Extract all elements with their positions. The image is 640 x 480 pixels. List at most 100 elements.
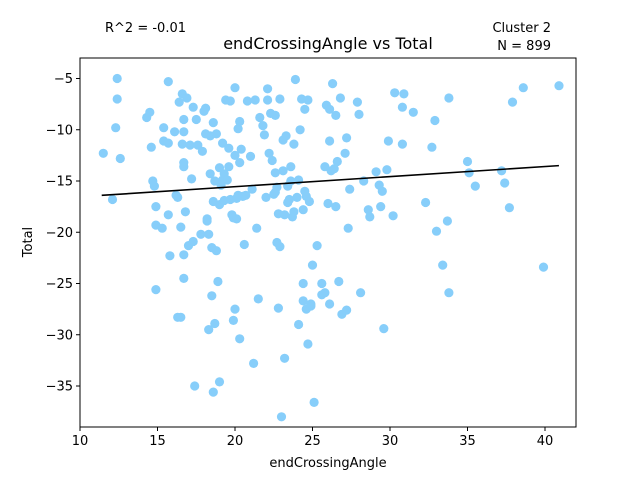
data-point-69 — [214, 377, 225, 387]
data-point-13 — [151, 285, 161, 295]
data-point-178 — [342, 305, 352, 315]
data-point-124 — [276, 412, 287, 422]
data-point-200 — [408, 107, 418, 117]
data-point-171 — [331, 202, 341, 212]
data-point-64 — [211, 129, 221, 139]
y-axis: −35 −30 −25 −20 −15 −10 −5 — [46, 72, 80, 395]
data-point-170 — [329, 164, 339, 174]
data-point-166 — [325, 136, 335, 146]
data-point-92 — [235, 158, 245, 168]
data-point-192 — [379, 324, 389, 334]
y-tick-label--30: −30 — [46, 328, 73, 343]
data-point-123 — [275, 242, 285, 252]
data-point-172 — [331, 110, 341, 120]
data-point-156 — [307, 260, 318, 270]
data-point-18 — [163, 138, 173, 148]
data-point-214 — [504, 203, 514, 213]
data-point-207 — [444, 288, 454, 298]
data-point-211 — [470, 181, 480, 191]
data-point-91 — [235, 116, 245, 127]
data-point-146 — [298, 296, 308, 306]
data-point-98 — [242, 96, 252, 106]
data-point-71 — [218, 138, 228, 148]
chart-title: endCrossingAngle vs Total — [223, 34, 433, 53]
data-point-127 — [280, 353, 290, 363]
data-point-164 — [323, 198, 333, 209]
data-point-66 — [213, 276, 223, 287]
data-point-84 — [230, 83, 240, 93]
data-point-167 — [325, 299, 335, 309]
data-point-199 — [399, 89, 409, 99]
y-tick-label--35: −35 — [46, 380, 73, 395]
data-point-181 — [345, 184, 355, 194]
data-point-103 — [252, 223, 262, 233]
data-point-86 — [230, 304, 240, 314]
data-point-141 — [294, 319, 304, 330]
data-point-4 — [112, 94, 122, 104]
x-tick-label-15: 15 — [149, 434, 166, 449]
data-point-187 — [365, 212, 375, 222]
data-point-29 — [177, 139, 187, 149]
y-tick-label--15: −15 — [46, 175, 73, 190]
data-point-78 — [224, 162, 234, 172]
data-point-33 — [179, 162, 189, 172]
data-point-102 — [250, 95, 260, 105]
data-point-106 — [258, 121, 268, 131]
data-point-23 — [173, 192, 183, 202]
data-point-25 — [174, 97, 184, 107]
data-point-217 — [538, 262, 549, 272]
data-point-142 — [295, 125, 305, 135]
data-point-65 — [211, 246, 221, 256]
data-point-87 — [232, 214, 242, 224]
data-point-212 — [497, 166, 507, 176]
data-point-17 — [163, 77, 173, 87]
data-point-15 — [159, 123, 169, 133]
points-layer — [98, 73, 564, 422]
data-point-121 — [273, 303, 283, 313]
data-point-195 — [388, 211, 398, 221]
data-point-184 — [356, 288, 366, 298]
data-point-215 — [507, 97, 518, 107]
data-point-76 — [222, 175, 232, 185]
data-point-94 — [236, 144, 246, 154]
data-point-93 — [235, 334, 245, 344]
data-point-100 — [247, 184, 257, 194]
y-tick-label--25: −25 — [46, 277, 73, 292]
data-point-177 — [340, 148, 350, 158]
data-point-19 — [163, 210, 173, 220]
data-point-79 — [225, 96, 235, 106]
data-point-151 — [303, 95, 313, 105]
data-point-27 — [176, 222, 186, 232]
data-point-210 — [464, 168, 474, 178]
plot-area-frame — [79, 57, 577, 428]
data-point-152 — [303, 339, 313, 349]
data-point-5 — [115, 153, 125, 164]
data-point-126 — [278, 166, 288, 176]
data-point-137 — [289, 207, 299, 217]
data-point-182 — [352, 97, 362, 107]
data-point-35 — [179, 273, 189, 283]
data-point-134 — [286, 162, 296, 172]
data-point-97 — [241, 190, 251, 200]
data-point-36 — [180, 207, 190, 217]
r2-annotation: R^2 = -0.01 — [105, 21, 186, 36]
y-tick-label--10: −10 — [46, 123, 73, 138]
y-tick-label--20: −20 — [46, 226, 73, 241]
data-point-44 — [191, 114, 201, 125]
data-point-175 — [335, 93, 345, 103]
x-tick-label-35: 35 — [459, 434, 476, 449]
data-point-61 — [208, 387, 218, 397]
data-point-209 — [462, 156, 473, 167]
data-point-132 — [284, 194, 294, 205]
data-point-55 — [205, 169, 215, 179]
data-point-198 — [397, 102, 407, 112]
data-point-203 — [430, 115, 440, 126]
data-point-204 — [431, 226, 442, 236]
data-point-12 — [151, 202, 161, 212]
data-point-155 — [306, 299, 316, 309]
data-point-40 — [187, 174, 197, 184]
data-point-202 — [427, 142, 437, 152]
data-point-1 — [107, 194, 118, 205]
